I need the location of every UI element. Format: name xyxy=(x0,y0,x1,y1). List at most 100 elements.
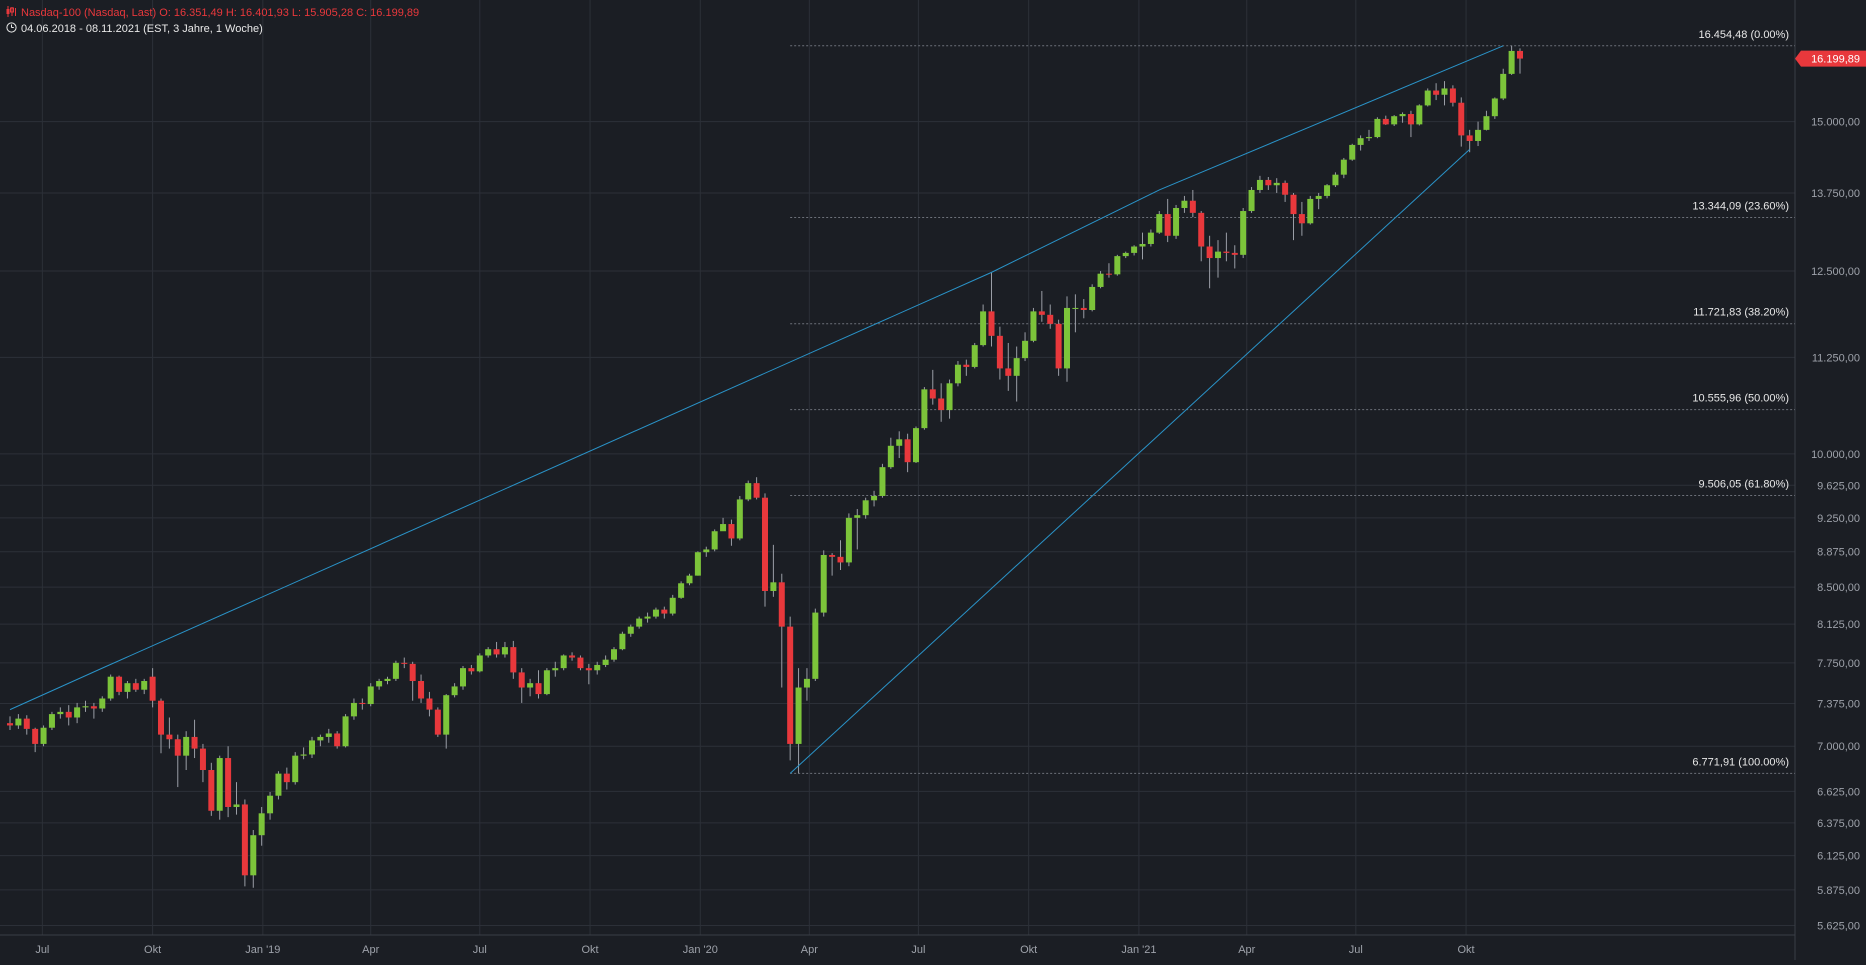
fibonacci-label: 13.344,09 (23.60%) xyxy=(1692,201,1789,213)
candle-body xyxy=(1424,90,1431,106)
candle-body xyxy=(938,398,945,411)
candle-body xyxy=(258,813,265,836)
candle-body xyxy=(1189,200,1196,213)
price-tick-label: 13.750,00 xyxy=(1811,188,1860,200)
candle-body xyxy=(736,499,743,539)
candle-body xyxy=(225,758,232,807)
price-tick-label: 6.375,00 xyxy=(1817,818,1860,830)
candle-body xyxy=(1248,189,1255,212)
candle-body xyxy=(678,583,685,598)
candle-body xyxy=(292,755,299,783)
candle-body xyxy=(476,655,483,672)
fibonacci-label: 16.454,48 (0.00%) xyxy=(1698,29,1789,41)
candle-body xyxy=(99,698,106,709)
candle-body xyxy=(753,483,760,498)
candle-body xyxy=(1223,251,1230,253)
candle-body xyxy=(1038,311,1045,315)
candle-body xyxy=(1483,116,1490,130)
price-tick-label: 9.625,00 xyxy=(1817,480,1860,492)
candle-body xyxy=(829,554,836,557)
candle-body xyxy=(644,616,651,619)
candle-body xyxy=(418,681,425,699)
candle-body xyxy=(711,531,718,550)
candle-body xyxy=(434,709,441,735)
candle-body xyxy=(980,311,987,346)
candle-body xyxy=(350,702,357,717)
candle-body xyxy=(57,711,64,715)
instrument-header: Nasdaq-100 (Nasdaq, Last) O: 16.351,49 H… xyxy=(6,6,419,20)
price-axis: 5.625,00 5.875,00 6.125,00 6.375,00 6.625,00… xyxy=(1811,117,1860,933)
price-tick-label: 9.250,00 xyxy=(1817,513,1860,525)
candle-body xyxy=(585,668,592,671)
candle-body xyxy=(954,364,961,384)
fibonacci-label: 6.771,91 (100.00%) xyxy=(1692,756,1789,768)
candle-body xyxy=(275,773,282,796)
time-tick-label: Jul xyxy=(473,944,487,956)
candle-body xyxy=(443,695,450,735)
candle-body xyxy=(1433,90,1440,95)
candle-body xyxy=(518,672,525,688)
price-tick-label: 8.125,00 xyxy=(1817,619,1860,631)
candle-body xyxy=(543,670,550,695)
candle-body xyxy=(1407,114,1414,125)
candle-body xyxy=(1005,368,1012,376)
candle-body xyxy=(7,723,13,726)
candle-body xyxy=(1500,73,1507,99)
candle-body xyxy=(1022,340,1029,359)
last-price-tag-bg xyxy=(1795,50,1866,67)
trendline xyxy=(789,149,1471,774)
candle-body xyxy=(392,662,399,679)
candle-body xyxy=(1206,246,1213,259)
candle-body xyxy=(913,428,919,463)
candle-body xyxy=(208,770,215,811)
clock-icon xyxy=(6,22,17,36)
candle-body xyxy=(871,495,878,501)
candle-body xyxy=(879,467,886,496)
candle-body xyxy=(720,524,727,532)
candle-body xyxy=(1256,179,1263,190)
price-tick-label: 15.000,00 xyxy=(1811,117,1860,129)
price-tick-label: 5.625,00 xyxy=(1817,920,1860,932)
candle-body xyxy=(787,626,794,744)
last-price-tag: 16.199,89 xyxy=(1795,50,1866,67)
price-tick-label: 10.000,00 xyxy=(1811,449,1860,461)
time-tick-label: Okt xyxy=(1458,944,1475,956)
candle-body xyxy=(267,795,274,814)
candle-body xyxy=(149,676,156,701)
candle-body xyxy=(1055,323,1062,369)
candle-body xyxy=(745,483,752,500)
candle-body xyxy=(921,389,928,429)
candle-body xyxy=(1282,182,1289,195)
price-tick-label: 7.750,00 xyxy=(1817,658,1860,670)
candle-body xyxy=(132,683,139,690)
time-tick-label: Jul xyxy=(35,944,49,956)
candle-body xyxy=(1349,144,1356,160)
candle-body xyxy=(1173,207,1180,236)
period-header: 04.06.2018 - 08.11.2021 (EST, 3 Jahre, 1… xyxy=(6,22,263,36)
candle-body xyxy=(510,647,517,673)
time-tick-label: Jan '20 xyxy=(683,944,718,956)
candle-body xyxy=(611,649,617,660)
candle-body xyxy=(1366,137,1372,139)
candle-body xyxy=(1357,138,1364,145)
instrument-ohlc-text: Nasdaq-100 (Nasdaq, Last) O: 16.351,49 H… xyxy=(21,6,420,19)
last-price-label: 16.199,89 xyxy=(1811,54,1860,66)
candle-body xyxy=(32,728,39,744)
candle-body xyxy=(1139,243,1146,247)
candle-body xyxy=(409,663,416,682)
candle-body xyxy=(1382,118,1389,125)
candle-body xyxy=(837,556,844,563)
candle-body xyxy=(300,754,307,756)
candle-body xyxy=(493,649,500,655)
candle-body xyxy=(74,707,81,718)
candle-body xyxy=(1198,212,1205,247)
candle-body xyxy=(1332,174,1339,186)
candle-body xyxy=(1475,129,1482,141)
price-tick-label: 12.500,00 xyxy=(1811,266,1860,278)
candle-body xyxy=(1307,198,1314,224)
candle-body xyxy=(1517,50,1523,59)
candle-body xyxy=(770,582,777,591)
candle-body xyxy=(426,698,433,710)
